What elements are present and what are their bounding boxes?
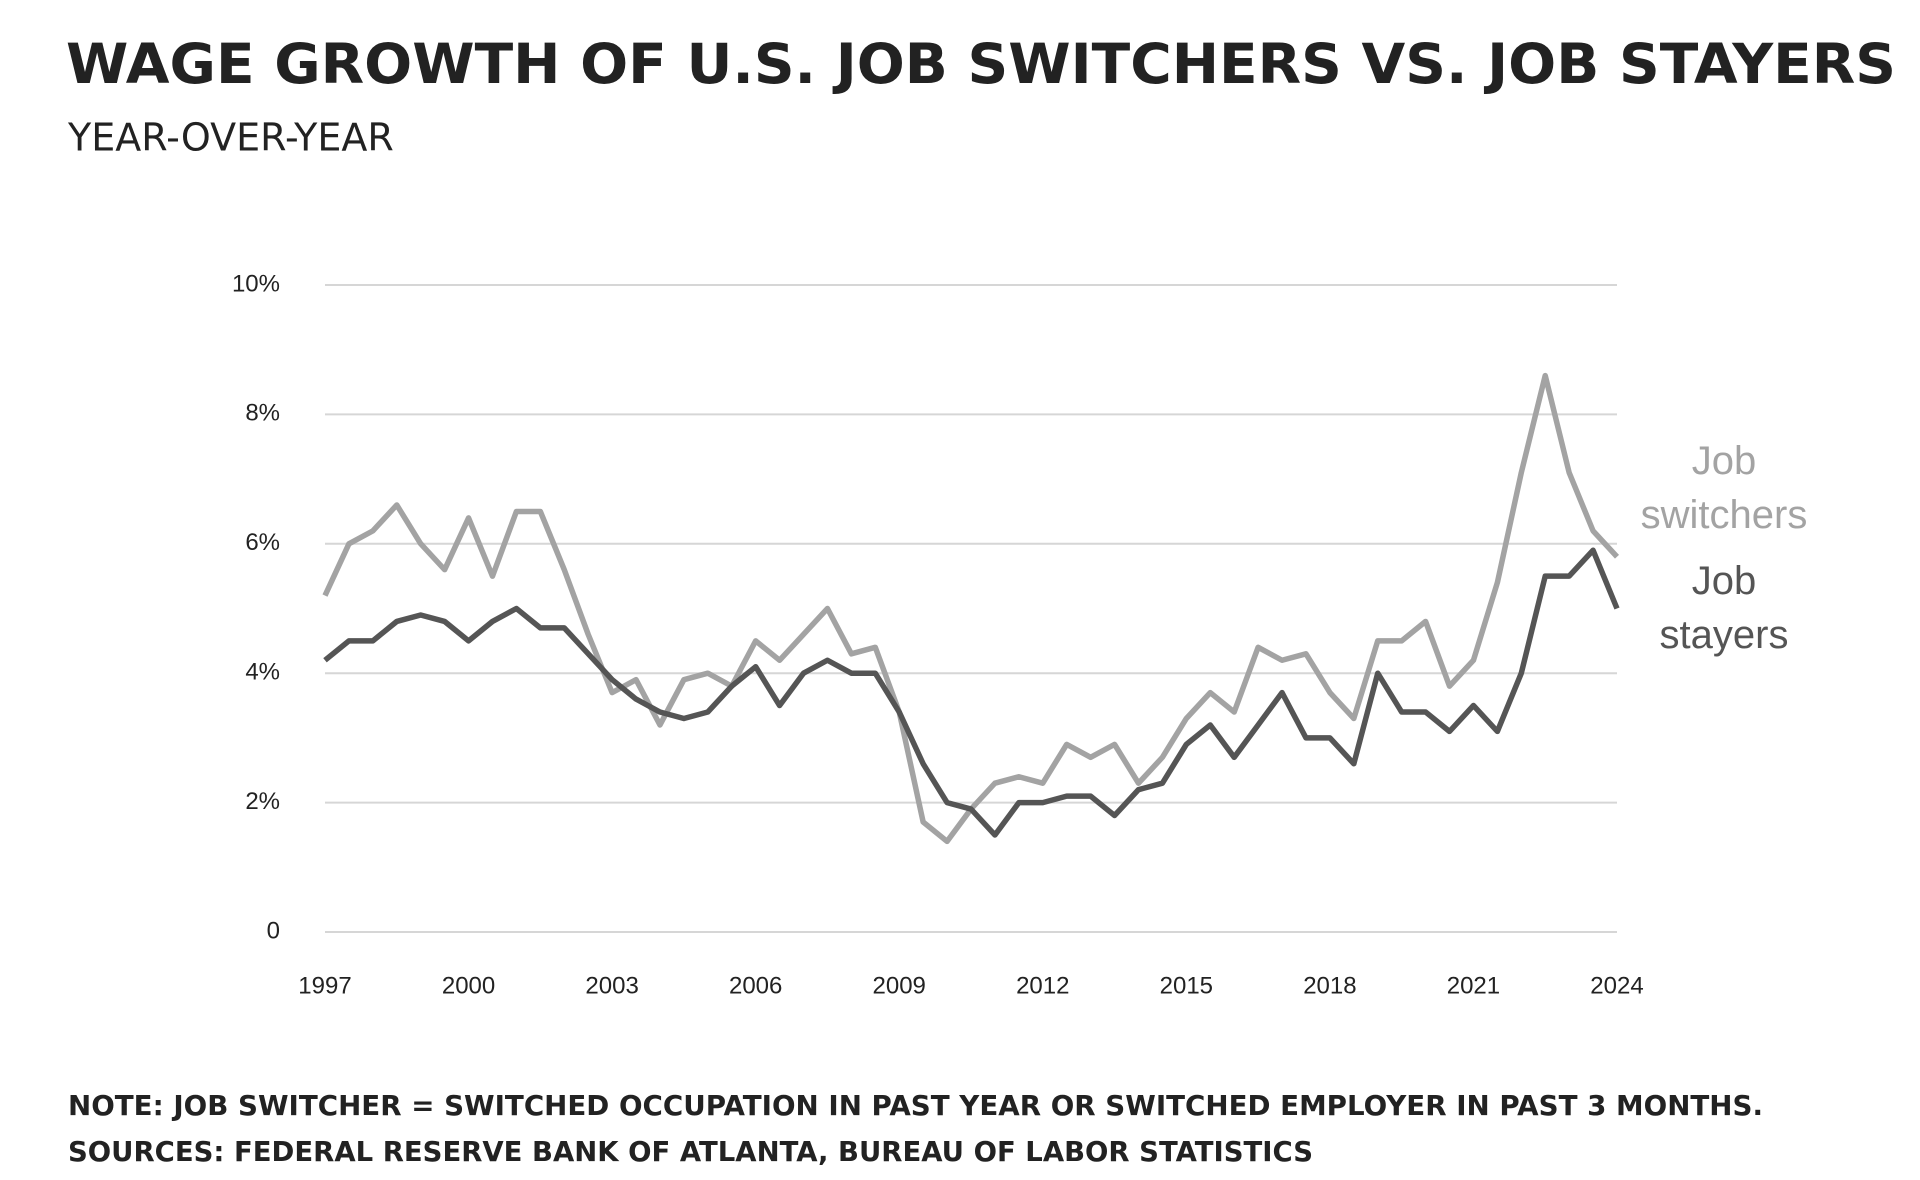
source: SOURCES: FEDERAL RESERVE BANK OF ATLANTA… [68, 1135, 1313, 1168]
y-tick-label: 10% [232, 270, 280, 297]
x-tick-label: 2000 [442, 972, 495, 999]
legend-line: Job [1692, 559, 1757, 603]
x-tick-label: 2024 [1590, 972, 1643, 999]
legend-line: switchers [1641, 493, 1808, 537]
y-tick-label: 2% [245, 788, 280, 815]
x-tick-label: 2006 [729, 972, 782, 999]
chart-subtitle: YEAR-OVER-YEAR [67, 116, 394, 160]
legend-label: Job stayers [1660, 559, 1789, 657]
x-tick-label: 2012 [1016, 972, 1069, 999]
legend-line: stayers [1660, 613, 1789, 657]
y-tick-label: 8% [245, 400, 280, 427]
x-tick-label: 2021 [1447, 972, 1500, 999]
x-tick-label: 2018 [1303, 972, 1356, 999]
x-tick-label: 1997 [298, 972, 351, 999]
x-tick-label: 2003 [585, 972, 638, 999]
x-tick-label: 2009 [873, 972, 926, 999]
y-tick-label: 6% [245, 529, 280, 556]
legend-line: Job [1692, 439, 1757, 483]
note: NOTE: JOB SWITCHER = SWITCHED OCCUPATION… [68, 1089, 1763, 1122]
y-tick-label: 4% [245, 659, 280, 686]
chart-title: WAGE GROWTH OF U.S. JOB SWITCHERS VS. JO… [66, 32, 1896, 96]
x-tick-label: 2015 [1160, 972, 1213, 999]
series-line [323, 547, 1620, 838]
y-tick-label: 0 [267, 917, 280, 944]
legend-label: Job switchers [1641, 439, 1808, 537]
